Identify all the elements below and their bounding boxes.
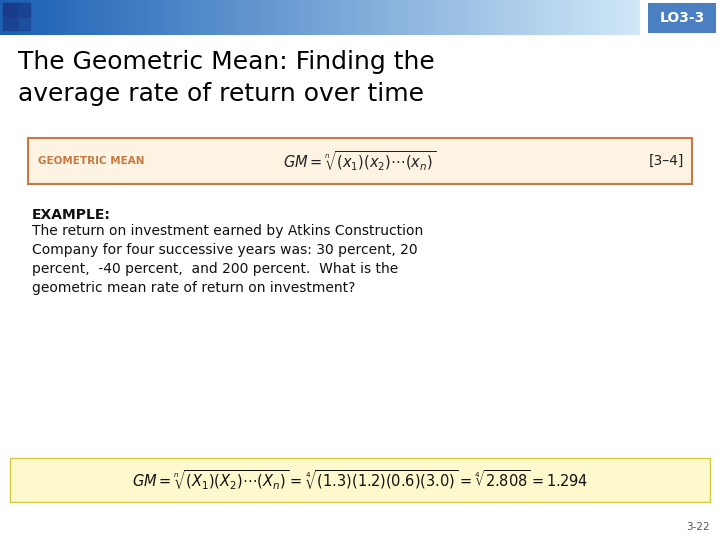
Bar bbox=[3, 3, 16, 16]
Bar bbox=[17, 17, 30, 30]
Text: EXAMPLE:: EXAMPLE: bbox=[32, 208, 111, 222]
Text: The return on investment earned by Atkins Construction: The return on investment earned by Atkin… bbox=[32, 224, 423, 238]
Text: Company for four successive years was: 30 percent, 20: Company for four successive years was: 3… bbox=[32, 243, 418, 257]
Text: percent,  -40 percent,  and 200 percent.  What is the: percent, -40 percent, and 200 percent. W… bbox=[32, 262, 398, 276]
FancyBboxPatch shape bbox=[10, 458, 710, 502]
Text: [3–4]: [3–4] bbox=[649, 154, 684, 168]
Text: GEOMETRIC MEAN: GEOMETRIC MEAN bbox=[38, 156, 145, 166]
Bar bbox=[17, 3, 30, 16]
Bar bbox=[3, 17, 16, 30]
Text: $GM = \sqrt[n]{(x_1)(x_2) \cdots (x_n)}$: $GM = \sqrt[n]{(x_1)(x_2) \cdots (x_n)}$ bbox=[284, 149, 436, 173]
FancyBboxPatch shape bbox=[28, 138, 692, 184]
FancyBboxPatch shape bbox=[648, 3, 716, 33]
Text: average rate of return over time: average rate of return over time bbox=[18, 82, 424, 106]
Text: The Geometric Mean: Finding the: The Geometric Mean: Finding the bbox=[18, 50, 435, 74]
Text: 3-22: 3-22 bbox=[686, 522, 710, 532]
Text: LO3-3: LO3-3 bbox=[660, 11, 705, 25]
Text: $GM = \sqrt[n]{(X_1)(X_2) \cdots (X_n)} = \sqrt[4]{(1.3)(1.2)(0.6)(3.0)} = \sqrt: $GM = \sqrt[n]{(X_1)(X_2) \cdots (X_n)} … bbox=[132, 468, 588, 492]
Text: geometric mean rate of return on investment?: geometric mean rate of return on investm… bbox=[32, 281, 356, 295]
